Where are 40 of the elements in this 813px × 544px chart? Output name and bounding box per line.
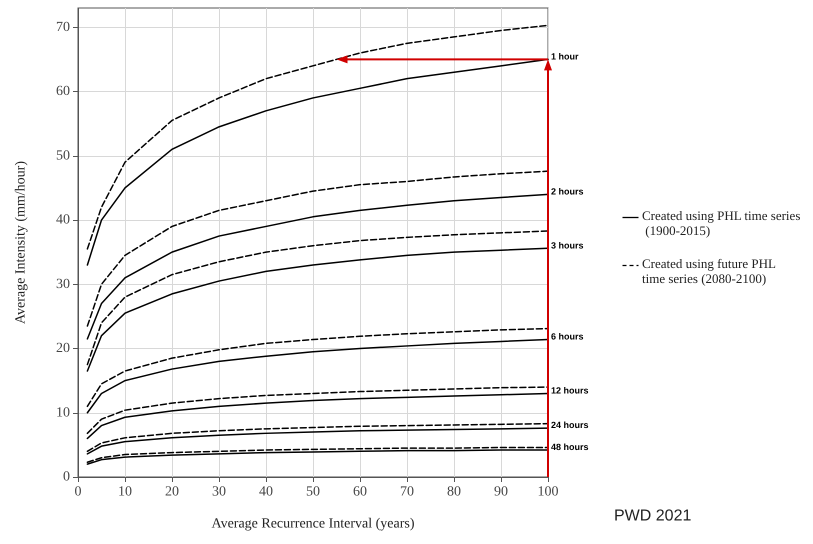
x-tick-label: 40 bbox=[259, 484, 273, 500]
series-label: 3 hours bbox=[551, 240, 584, 250]
x-tick-label: 100 bbox=[538, 484, 558, 500]
series-label: 12 hours bbox=[551, 385, 589, 396]
line-series bbox=[86, 422, 549, 452]
x-tick-label: 10 bbox=[118, 484, 132, 500]
x-tick-label: 30 bbox=[212, 484, 226, 500]
text: PWD 2021 bbox=[614, 508, 692, 524]
x-tick-label: 70 bbox=[400, 484, 414, 500]
line-series bbox=[86, 170, 549, 327]
y-tick-label: 20 bbox=[56, 341, 70, 356]
text: Created using PHL time series (1900-2015) bbox=[642, 208, 800, 238]
y-tick-label: 0 bbox=[63, 470, 70, 484]
line-series bbox=[86, 392, 549, 440]
x-tick-label: 60 bbox=[353, 484, 367, 500]
x-tick-label: 90 bbox=[494, 484, 508, 500]
y-axis-title: Average Intensity (mm/hour) bbox=[14, 160, 28, 324]
line-series bbox=[86, 24, 549, 250]
line-series bbox=[86, 427, 549, 455]
line-series bbox=[86, 328, 549, 408]
series-label: 6 hours bbox=[551, 332, 584, 342]
series-label: 48 hours bbox=[551, 442, 589, 452]
x-tick-label: 20 bbox=[165, 484, 179, 500]
y-tick-label: 10 bbox=[56, 405, 70, 420]
y-tick-label: 50 bbox=[56, 148, 70, 164]
x-tick-label: 80 bbox=[447, 484, 461, 500]
series-label: 24 hours bbox=[551, 420, 589, 430]
line-series bbox=[86, 338, 549, 414]
line-series bbox=[86, 194, 549, 340]
y-tick-label: 70 bbox=[56, 20, 70, 35]
y-tick-label: 60 bbox=[56, 84, 70, 100]
series-label: 1 hour bbox=[551, 51, 579, 62]
x-axis-title: Average Recurrence Interval (years) bbox=[212, 516, 415, 532]
series-label: 2 hours bbox=[551, 186, 584, 196]
y-tick-label: 40 bbox=[56, 212, 70, 228]
line-series bbox=[86, 386, 549, 434]
text: Created using future PHL time series (2080-2100) bbox=[642, 256, 779, 286]
y-tick-label: 30 bbox=[56, 276, 70, 292]
x-tick-label: 0 bbox=[74, 484, 82, 500]
x-tick-label: 50 bbox=[306, 484, 320, 500]
